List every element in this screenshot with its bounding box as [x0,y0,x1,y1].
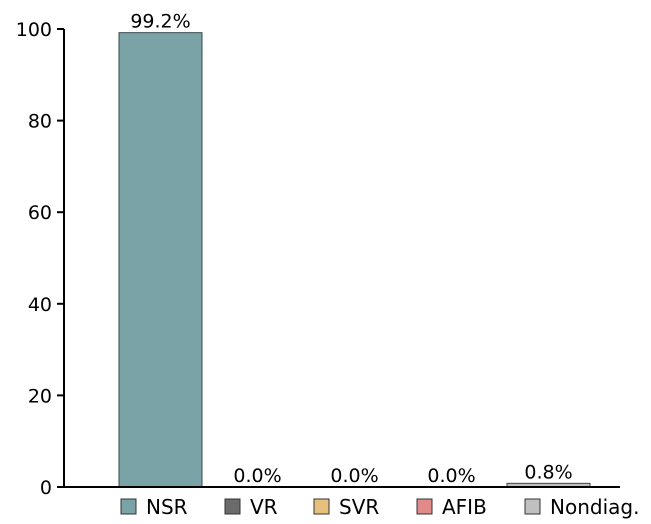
y-tick-label: 60 [28,202,52,224]
bars: 99.2% 0.0% 0.0% 0.0% 0.8% [118,11,591,488]
legend-swatch [120,498,137,515]
legend-label: SVR [339,495,379,519]
y-tick-label: 0 [40,477,52,499]
legend-label: NSR [146,495,188,519]
data-label: 0.8% [524,461,572,483]
y-tick-label: 100 [16,19,52,41]
data-label: 0.0% [233,465,281,487]
legend-swatch [416,498,433,515]
data-label: 99.2% [130,11,190,33]
legend-label: AFIB [442,495,487,519]
legend-swatch [524,498,541,515]
legend: NSR VR SVR AFIB Nondiag. [120,495,639,519]
legend-label: VR [250,495,278,519]
legend-label: Nondiag. [550,495,639,519]
y-tick-label: 20 [28,385,52,407]
y-tick-label: 80 [28,111,52,133]
data-label: 0.0% [330,465,378,487]
y-axis: 0 20 40 60 80 100 [16,19,65,499]
data-label: 0.0% [427,465,475,487]
bar-nsr [118,32,203,488]
y-tick-label: 40 [28,294,52,316]
legend-swatch [313,498,330,515]
legend-swatch [224,498,241,515]
